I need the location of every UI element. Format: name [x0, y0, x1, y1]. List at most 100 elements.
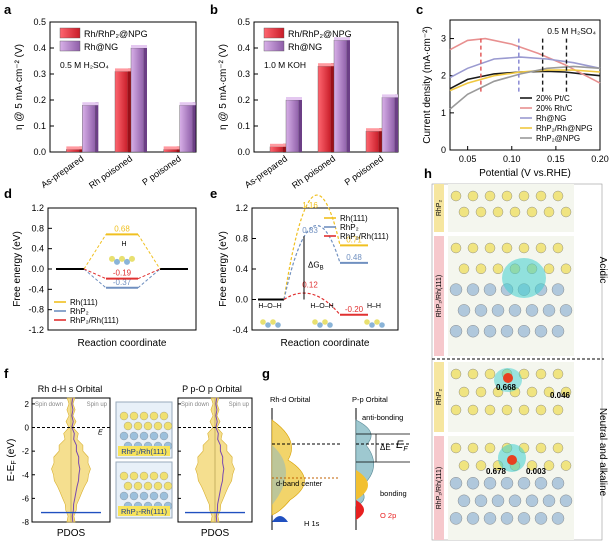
- atom: [119, 255, 125, 262]
- bar: [82, 104, 96, 153]
- atom: [139, 491, 149, 501]
- atom: [483, 283, 497, 296]
- structure-tag-bg: [434, 236, 444, 356]
- series-line: [449, 69, 601, 92]
- value-label: -0.19: [113, 269, 132, 278]
- atom: [501, 242, 513, 254]
- atom: [457, 494, 471, 507]
- atom: [133, 421, 143, 431]
- bar-top: [163, 146, 180, 150]
- atom: [379, 322, 385, 328]
- atom: [543, 386, 555, 398]
- atom: [163, 481, 173, 491]
- atom: [275, 322, 281, 328]
- bar: [365, 130, 380, 153]
- y-tick-label: 0: [25, 424, 30, 433]
- atom: [508, 494, 522, 507]
- atom: [449, 283, 463, 296]
- y-tick-label: 0.0: [31, 264, 44, 274]
- legend-label: RhP₂@NPG: [536, 134, 580, 143]
- chart-h: RhP₂ RhP₂/Rh(111) RhP₂ RhP₂/Rh(111) 0.668 0.0…: [431, 183, 608, 541]
- atom: [119, 431, 129, 441]
- barrier-label: 0.83: [302, 226, 318, 235]
- atom: [518, 404, 530, 416]
- bar-top: [382, 94, 398, 98]
- atom: [327, 322, 333, 328]
- o2p-peak: [356, 500, 364, 520]
- y-tick-label: 0.5: [33, 17, 46, 27]
- atom: [458, 460, 470, 471]
- atom: [484, 242, 496, 254]
- panel-d: d -1.2 -0.8 -0.4 0.0 0.4 0.8 1.2 Reaction coord…: [4, 186, 197, 349]
- atom: [552, 242, 564, 254]
- atom: [475, 206, 487, 218]
- series-line: [449, 37, 601, 84]
- atom: [501, 190, 513, 202]
- bar-top: [82, 102, 99, 106]
- bar: [333, 40, 348, 153]
- chart-a: 0.0 0.1 0.2 0.3 0.4 0.5 η @ 5 mA·cm⁻² (V) As-pr…: [14, 17, 197, 191]
- atom: [534, 477, 548, 490]
- y-tick-label: 0.4: [33, 43, 46, 53]
- atom: [119, 411, 129, 421]
- pdos-area: [51, 397, 91, 523]
- atom: [149, 471, 159, 481]
- connector: [83, 268, 161, 280]
- bar: [269, 146, 284, 153]
- barrier-curve: [283, 194, 341, 300]
- atom: [491, 494, 505, 507]
- h1s-peak: [272, 516, 288, 522]
- legend-label: Rh(111): [70, 298, 98, 307]
- atom: [139, 431, 149, 441]
- bar: [130, 47, 145, 153]
- bar-side: [192, 102, 196, 152]
- legend-label: RhP₂: [340, 223, 359, 232]
- atom: [133, 481, 143, 491]
- value-label: 0.68: [114, 224, 130, 233]
- atom: [450, 190, 462, 202]
- chart-c: 0.05 0.10 0.15 0.20 0 1 2 3 Potential (V vs.RHE)…: [422, 19, 609, 179]
- chart-d: -1.2 -0.8 -0.4 0.0 0.4 0.8 1.2 Reaction coordin…: [12, 203, 197, 349]
- y-tick-label: 0.1: [33, 121, 46, 131]
- atom: [518, 190, 530, 202]
- panel-b: b 0.0 0.1 0.2 0.3 0.4 0.5 η @ 5 mA·cm⁻² (V) As-…: [210, 2, 399, 191]
- atom: [163, 421, 173, 431]
- x-tick-label: 0.05: [459, 154, 477, 164]
- y-tick-label: 0.4: [31, 244, 44, 254]
- chart-g: Rh-d Orbital P-p Orbital d-band center H 1s…: [270, 395, 410, 530]
- atom: [139, 471, 149, 481]
- y-tick-label: 1.2: [31, 203, 44, 213]
- y-tick-label: 0.2: [237, 95, 250, 105]
- rh-d-overlap: [272, 445, 286, 505]
- atom: [119, 471, 129, 481]
- atom: [458, 263, 470, 274]
- atom: [475, 460, 487, 471]
- panel-b-letter: b: [210, 2, 218, 17]
- x-tick-label: As-prepared: [39, 153, 85, 190]
- y-tick-label: 0.0: [235, 295, 248, 305]
- x-axis-label: Reaction coordinate: [281, 338, 370, 349]
- d-band-center-label: d-band center: [276, 479, 323, 488]
- atom: [483, 512, 497, 525]
- legend-swatch: [59, 27, 81, 39]
- y-axis-label: E-EF (eV): [6, 439, 18, 482]
- y-axis-label: Free energy (eV): [218, 231, 229, 307]
- atom: [317, 322, 323, 328]
- legend-label: RhP₂: [70, 307, 89, 316]
- y-tick-label: 0.0: [237, 147, 250, 157]
- structure-bg: [448, 236, 574, 356]
- bar-side: [347, 37, 350, 153]
- atom: [500, 512, 514, 525]
- bar-side: [331, 63, 334, 153]
- bar-side: [379, 128, 382, 152]
- atom: [517, 325, 531, 338]
- atom: [560, 460, 572, 471]
- series-line: [449, 70, 601, 90]
- y-tick-label: 2: [441, 71, 446, 81]
- y-tick-label: -2: [22, 447, 30, 456]
- panel-g-letter: g: [262, 366, 270, 381]
- structure-tag: RhP₂: [436, 389, 443, 406]
- atom: [518, 242, 530, 254]
- y-tick-label: 0.4: [235, 264, 248, 274]
- y-tick-label: 0: [441, 145, 446, 155]
